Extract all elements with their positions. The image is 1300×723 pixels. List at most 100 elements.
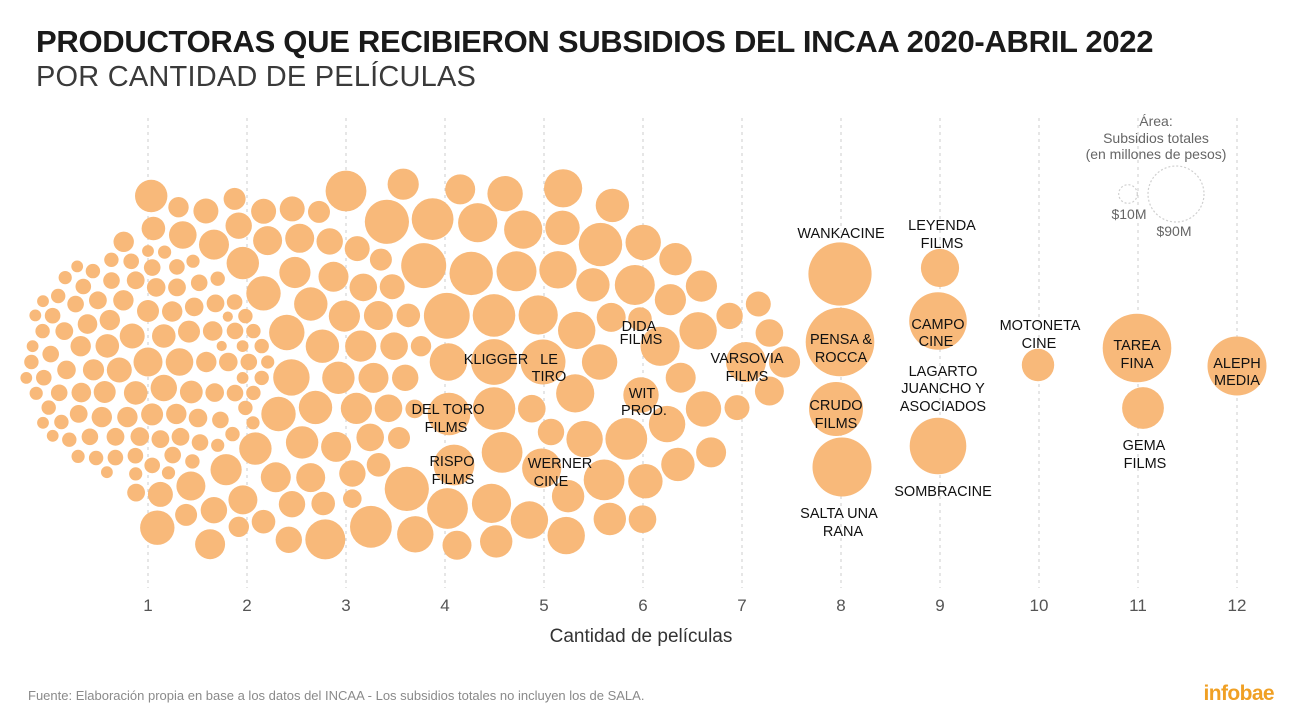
producer-bubble (1021, 348, 1055, 382)
bubble (179, 380, 203, 404)
bubble (62, 432, 77, 447)
bubble (165, 348, 194, 376)
bubble (216, 340, 227, 352)
bubble (236, 340, 249, 352)
bubble (143, 259, 161, 276)
bubble (518, 295, 558, 335)
bubble (161, 466, 176, 480)
bubble (640, 326, 680, 366)
bubble (471, 483, 512, 523)
bubble (316, 228, 343, 255)
bubble (296, 463, 326, 493)
producer-label: SALTA UNA RANA (800, 506, 878, 540)
bubble (175, 503, 198, 526)
bubble (696, 437, 727, 468)
bubble (205, 383, 224, 402)
bubble (185, 454, 200, 469)
bubble (147, 481, 173, 507)
bubble (226, 384, 244, 402)
bubble (219, 352, 238, 372)
bubble (251, 509, 276, 534)
bubble (388, 427, 410, 449)
bubble (328, 300, 360, 332)
bubble (322, 361, 355, 394)
bubble (294, 287, 328, 321)
producer-label: WANKACINE (797, 226, 885, 242)
bubble (238, 308, 253, 324)
bubble (768, 346, 801, 378)
bubble (69, 405, 88, 423)
bubble (254, 338, 269, 354)
bubble (51, 288, 66, 304)
bubble (246, 323, 261, 339)
bubble (518, 394, 546, 423)
producer-bubble (1207, 336, 1267, 396)
bubble (449, 251, 493, 296)
bubble (614, 265, 655, 305)
producer-label: MOTONETA CINE (1000, 318, 1081, 352)
bubble (665, 362, 696, 393)
bubble (93, 381, 116, 403)
bubble (356, 423, 385, 452)
bubble (123, 253, 139, 270)
x-tick-label: 4 (440, 596, 449, 615)
bubble (225, 212, 252, 239)
producer-bubble (1122, 387, 1164, 429)
producer-bubble (1102, 313, 1172, 383)
bubble (510, 501, 549, 539)
bubble (345, 330, 377, 362)
bubble (71, 260, 84, 273)
bubble (184, 297, 204, 317)
bubble (193, 198, 219, 224)
bubble (240, 353, 258, 371)
bubble (228, 516, 249, 537)
bubble (150, 374, 177, 402)
bubble (106, 357, 132, 383)
producer-label: SOMBRACINE (894, 484, 992, 500)
bubble (77, 314, 98, 334)
bubble (273, 359, 310, 396)
bubble (405, 399, 425, 419)
bubble (661, 447, 695, 482)
bubble (239, 432, 272, 465)
bubble (211, 438, 225, 452)
producer-label: WERNER CINE (528, 456, 592, 490)
bubble (427, 488, 468, 529)
bubble (44, 307, 61, 324)
bubble (423, 292, 470, 339)
bubble (442, 530, 472, 560)
legend-circle (1147, 165, 1205, 223)
bubble (654, 284, 687, 316)
bubble (285, 426, 319, 459)
bubble (374, 394, 403, 423)
bubble (200, 497, 228, 524)
bubble (126, 271, 145, 290)
bubble (380, 332, 408, 361)
bubble (140, 510, 175, 545)
bubble (178, 320, 200, 343)
bubble (366, 453, 391, 477)
bubble (42, 345, 59, 363)
producer-bubble (726, 342, 766, 382)
bubble (576, 268, 610, 302)
x-tick-label: 12 (1228, 596, 1247, 615)
chart-title: PRODUCTORAS QUE RECIBIERON SUBSIDIOS DEL… (36, 24, 1154, 59)
bubble (195, 529, 226, 560)
bubble (206, 294, 225, 313)
chart-subtitle: POR CANTIDAD DE PELÍCULAS (36, 61, 477, 93)
bubble (251, 198, 277, 224)
bubble (392, 364, 419, 391)
bubble (130, 427, 150, 446)
bubble (279, 196, 305, 222)
bubble (545, 210, 580, 245)
producer-bubble (471, 339, 517, 385)
bubble (67, 295, 84, 313)
producer-bubble (537, 418, 565, 446)
producer-label: RISPO FILMS (429, 454, 474, 488)
bubble (133, 347, 163, 377)
bubble (397, 516, 434, 553)
bubble (158, 245, 172, 259)
bubble (480, 525, 513, 558)
x-tick-label: 7 (737, 596, 746, 615)
bubble (458, 203, 498, 243)
